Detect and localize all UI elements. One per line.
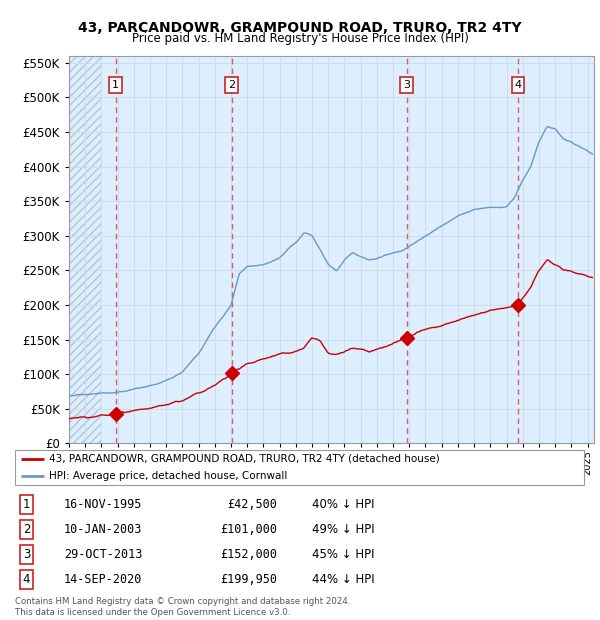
Text: 45% ↓ HPI: 45% ↓ HPI bbox=[311, 548, 374, 561]
Text: 1: 1 bbox=[23, 498, 30, 511]
Text: HPI: Average price, detached house, Cornwall: HPI: Average price, detached house, Corn… bbox=[49, 471, 288, 481]
Text: £42,500: £42,500 bbox=[227, 498, 277, 511]
Text: 16-NOV-1995: 16-NOV-1995 bbox=[64, 498, 142, 511]
Text: 4: 4 bbox=[23, 573, 30, 586]
Text: 10-JAN-2003: 10-JAN-2003 bbox=[64, 523, 142, 536]
Text: £152,000: £152,000 bbox=[220, 548, 277, 561]
Text: 14-SEP-2020: 14-SEP-2020 bbox=[64, 573, 142, 586]
Text: 3: 3 bbox=[403, 80, 410, 90]
Text: 49% ↓ HPI: 49% ↓ HPI bbox=[311, 523, 374, 536]
Text: £199,950: £199,950 bbox=[220, 573, 277, 586]
Text: 43, PARCANDOWR, GRAMPOUND ROAD, TRURO, TR2 4TY (detached house): 43, PARCANDOWR, GRAMPOUND ROAD, TRURO, T… bbox=[49, 454, 440, 464]
Text: 2: 2 bbox=[23, 523, 30, 536]
Text: 3: 3 bbox=[23, 548, 30, 561]
Text: Price paid vs. HM Land Registry's House Price Index (HPI): Price paid vs. HM Land Registry's House … bbox=[131, 32, 469, 45]
Text: £101,000: £101,000 bbox=[220, 523, 277, 536]
Text: 44% ↓ HPI: 44% ↓ HPI bbox=[311, 573, 374, 586]
Text: 40% ↓ HPI: 40% ↓ HPI bbox=[311, 498, 374, 511]
Text: 29-OCT-2013: 29-OCT-2013 bbox=[64, 548, 142, 561]
FancyBboxPatch shape bbox=[15, 450, 584, 485]
Text: 4: 4 bbox=[514, 80, 521, 90]
Text: Contains HM Land Registry data © Crown copyright and database right 2024.
This d: Contains HM Land Registry data © Crown c… bbox=[15, 598, 350, 617]
Text: 1: 1 bbox=[112, 80, 119, 90]
Text: 2: 2 bbox=[228, 80, 235, 90]
Text: 43, PARCANDOWR, GRAMPOUND ROAD, TRURO, TR2 4TY: 43, PARCANDOWR, GRAMPOUND ROAD, TRURO, T… bbox=[78, 21, 522, 35]
